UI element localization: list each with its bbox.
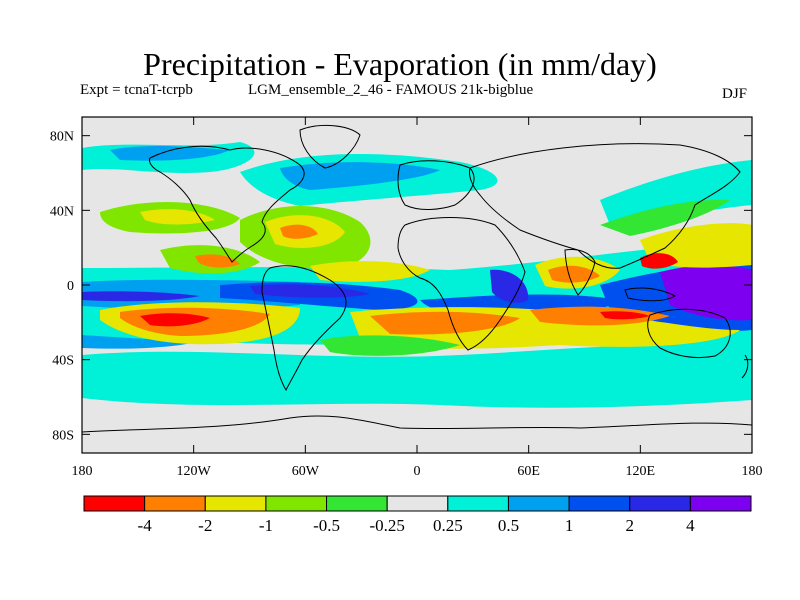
y-tick-label: 40S <box>52 354 74 369</box>
south-atlantic-green <box>320 335 460 356</box>
asia-outline <box>469 143 741 269</box>
y-axis: 80N 40N 0 40S 80S <box>50 130 752 443</box>
south-indian-dry-core <box>600 311 650 320</box>
colorbar-label: 1 <box>565 516 574 535</box>
south-indian-dry-mid <box>530 306 670 326</box>
x-axis: 180 120W 60W 0 60E 120E 180 <box>72 117 763 479</box>
europe-outline <box>397 160 475 210</box>
north-pacific-strong <box>110 145 230 161</box>
colorbar-label: -2 <box>198 516 212 535</box>
coastlines <box>82 125 752 433</box>
se-pacific-dry-core <box>140 313 210 327</box>
southern-ocean-band <box>82 343 752 408</box>
x-tick-label: 60W <box>292 464 320 479</box>
south-atlantic-dry-mid <box>370 311 520 335</box>
colorbar: -4 -2 -1 -0.5 -0.25 0.25 0.5 1 2 4 <box>83 495 752 535</box>
season-label: DJF <box>722 86 748 102</box>
colorbar-swatch <box>326 495 388 512</box>
x-tick-label: 180 <box>742 464 763 479</box>
tropical-atlantic-dry <box>310 261 430 282</box>
colorbar-label: 4 <box>686 516 695 535</box>
atlantic-itcz-core <box>250 284 370 298</box>
south-america-outline <box>261 265 347 392</box>
x-tick-label: 120E <box>626 464 656 479</box>
run-label: LGM_ensemble_2_46 - FAMOUS 21k-bigblue <box>248 82 534 98</box>
west-pacific-strip <box>82 291 200 302</box>
north-atlantic-strong <box>280 162 440 190</box>
x-tick-label: 180 <box>72 464 93 479</box>
north-atlantic-dry-core <box>280 224 318 239</box>
colorbar-label: -0.25 <box>369 516 404 535</box>
sw-pacific-dry-core <box>640 253 678 269</box>
x-tick-label: 120W <box>177 464 212 479</box>
colorbar-swatch <box>507 495 570 512</box>
colorbar-swatch <box>629 495 691 512</box>
warm-pool-core <box>660 265 752 321</box>
central-africa-core <box>490 269 529 303</box>
x-tick-label: 0 <box>414 464 421 479</box>
antarctica-outline <box>82 415 752 433</box>
greenland-outline <box>299 125 361 169</box>
colorbar-swatch <box>83 495 146 512</box>
chart-title: Precipitation - Evaporation (in mm/day) <box>143 46 657 82</box>
india-outline <box>564 249 596 296</box>
y-tick-label: 40N <box>50 204 74 219</box>
colorbar-swatch <box>447 495 509 512</box>
west-pacific-green <box>600 199 730 236</box>
colorbar-swatch <box>386 495 449 512</box>
new-zealand-outline <box>741 354 749 379</box>
colorbar-swatch <box>265 495 328 512</box>
y-tick-label: 80N <box>50 130 74 145</box>
arabian-sea-dry-core <box>548 265 600 283</box>
colorbar-label: 0.5 <box>498 516 519 535</box>
colorbar-swatch <box>144 495 206 512</box>
indonesia-outline <box>624 287 677 302</box>
north-america-outline <box>149 145 305 263</box>
colorbar-label: -0.5 <box>313 516 340 535</box>
colorbar-label: 2 <box>625 516 634 535</box>
x-tick-label: 60E <box>517 464 540 479</box>
y-tick-label: 80S <box>52 428 74 443</box>
colorbar-label: -4 <box>138 516 153 535</box>
colorbar-swatch <box>204 495 267 512</box>
experiment-label: Expt = tcnaT-tcrpb <box>80 82 193 98</box>
colorbar-swatch <box>568 495 631 512</box>
africa-outline <box>397 217 526 351</box>
australia-outline <box>647 308 731 359</box>
field-layer <box>82 142 752 408</box>
y-tick-label: 0 <box>67 279 74 294</box>
colorbar-label: -1 <box>259 516 273 535</box>
colorbar-swatch <box>689 495 752 512</box>
colorbar-label: 0.25 <box>433 516 463 535</box>
